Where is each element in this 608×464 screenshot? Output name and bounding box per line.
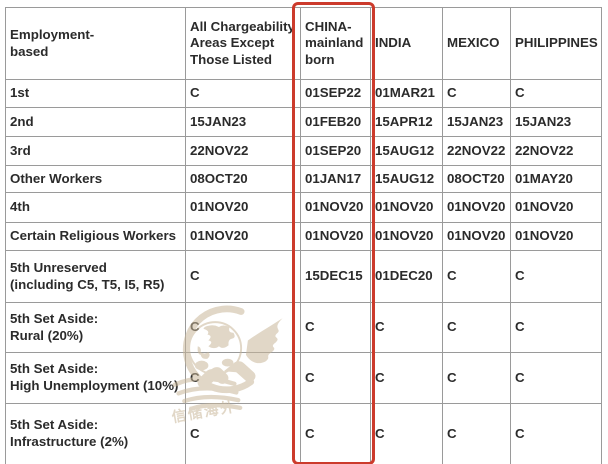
- svg-text:信储海外: 信储海外: [170, 397, 238, 426]
